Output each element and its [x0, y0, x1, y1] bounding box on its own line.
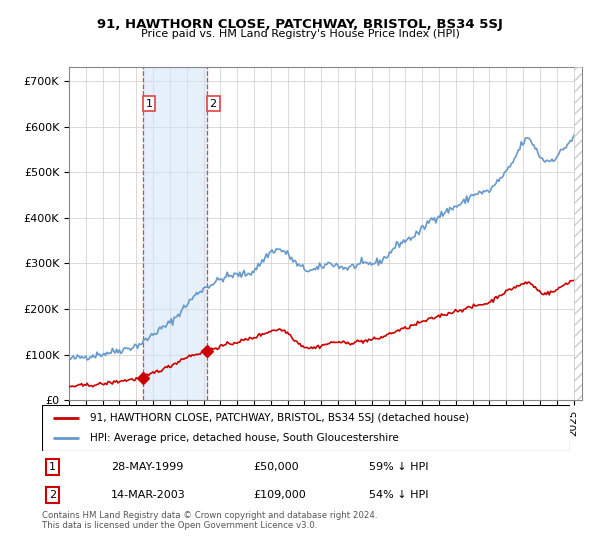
Text: Price paid vs. HM Land Registry's House Price Index (HPI): Price paid vs. HM Land Registry's House …	[140, 29, 460, 39]
FancyBboxPatch shape	[42, 405, 570, 451]
Text: HPI: Average price, detached house, South Gloucestershire: HPI: Average price, detached house, Sout…	[89, 433, 398, 443]
Text: 28-MAY-1999: 28-MAY-1999	[110, 462, 183, 472]
Text: £50,000: £50,000	[253, 462, 299, 472]
Text: 1: 1	[49, 462, 56, 472]
Text: 59% ↓ HPI: 59% ↓ HPI	[370, 462, 429, 472]
Text: 91, HAWTHORN CLOSE, PATCHWAY, BRISTOL, BS34 5SJ (detached house): 91, HAWTHORN CLOSE, PATCHWAY, BRISTOL, B…	[89, 413, 469, 423]
Text: 91, HAWTHORN CLOSE, PATCHWAY, BRISTOL, BS34 5SJ: 91, HAWTHORN CLOSE, PATCHWAY, BRISTOL, B…	[97, 18, 503, 31]
Text: 14-MAR-2003: 14-MAR-2003	[110, 490, 185, 500]
Text: Contains HM Land Registry data © Crown copyright and database right 2024.
This d: Contains HM Land Registry data © Crown c…	[42, 511, 377, 530]
Text: 1: 1	[146, 99, 152, 109]
Bar	[143, 67, 207, 400]
Text: 2: 2	[49, 490, 56, 500]
Text: 2: 2	[209, 99, 217, 109]
Text: 54% ↓ HPI: 54% ↓ HPI	[370, 490, 429, 500]
Text: £109,000: £109,000	[253, 490, 306, 500]
